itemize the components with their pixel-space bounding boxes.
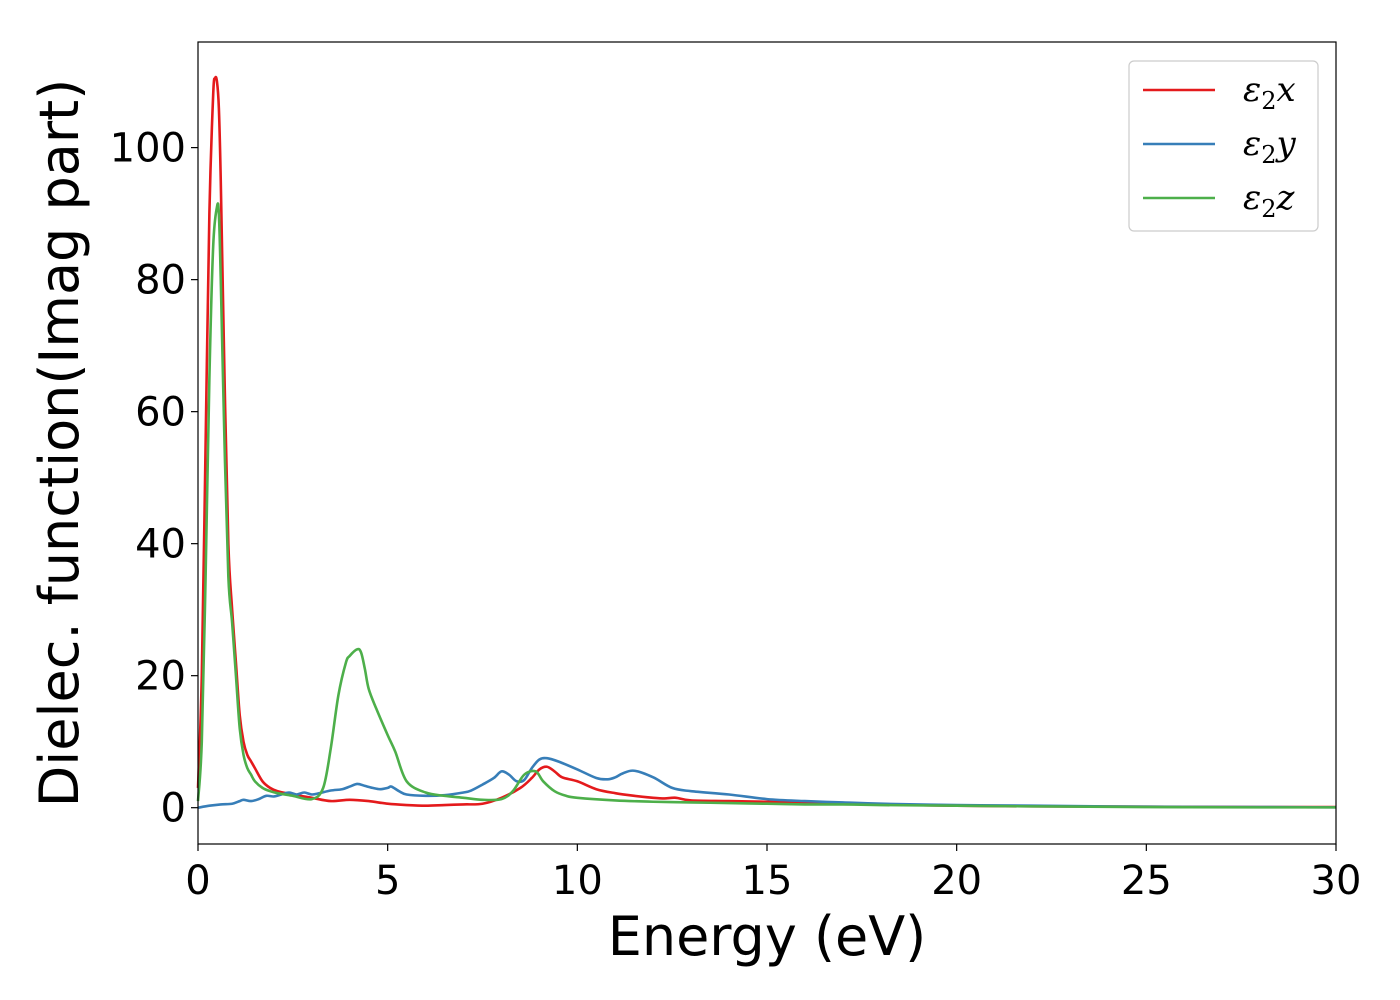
legend-item-x: ε2x xyxy=(1143,70,1296,115)
x-tick-label: 25 xyxy=(1121,858,1172,904)
x-tick-label: 20 xyxy=(931,858,982,904)
x-tick-label: 5 xyxy=(375,858,400,904)
legend-item-z: ε2z xyxy=(1143,178,1296,223)
x-tick-label: 15 xyxy=(742,858,793,904)
legend-box xyxy=(1128,60,1319,232)
x-axis: 0 5 10 15 20 25 30 xyxy=(185,844,1361,904)
legend-item-y: ε2y xyxy=(1143,124,1297,169)
y-tick-label: 80 xyxy=(135,258,186,304)
y-tick-label: 20 xyxy=(135,654,186,700)
x-tick-label: 0 xyxy=(185,858,210,904)
y-tick-label: 60 xyxy=(135,390,186,436)
legend: ε2x ε2y ε2z xyxy=(1128,60,1319,232)
series-layer xyxy=(196,75,1337,809)
series-line-z xyxy=(196,202,1337,809)
x-tick-label: 10 xyxy=(552,858,603,904)
y-tick-label: 0 xyxy=(161,786,186,832)
series-line-x xyxy=(196,75,1337,809)
legend-label: ε2x xyxy=(1243,70,1296,115)
y-tick-label: 40 xyxy=(135,522,186,568)
x-axis-title: Energy (eV) xyxy=(608,905,927,968)
y-axis-title: Dielec. function(Imag part) xyxy=(28,79,91,808)
legend-label: ε2y xyxy=(1243,124,1297,169)
y-tick-label: 100 xyxy=(110,126,186,172)
x-tick-label: 30 xyxy=(1311,858,1362,904)
y-axis: 0 20 40 60 80 100 xyxy=(110,126,198,832)
legend-label: ε2z xyxy=(1243,178,1296,223)
